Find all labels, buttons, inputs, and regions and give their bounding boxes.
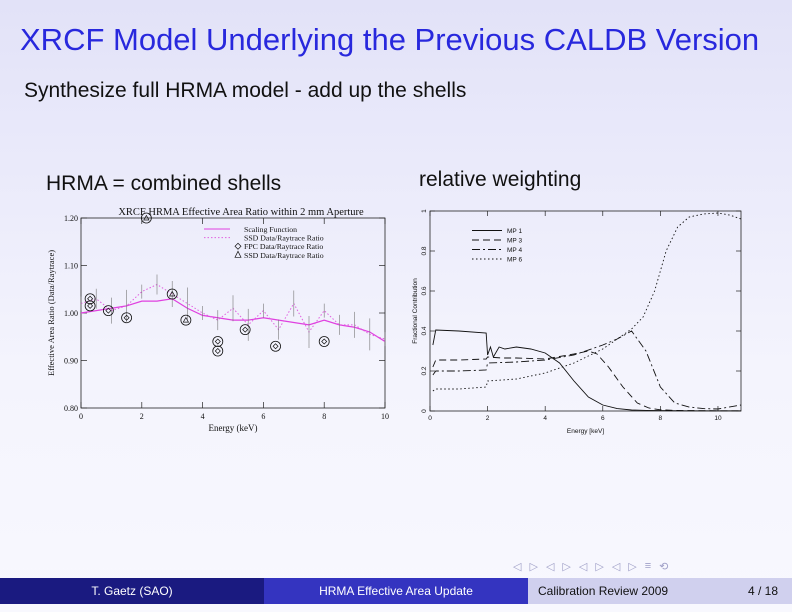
left-panel-heading: HRMA = combined shells	[46, 172, 282, 195]
diamond-marker	[321, 338, 328, 345]
y-tick-label: 0.80	[64, 404, 78, 413]
diamond-marker	[272, 343, 279, 350]
y-axis-label: Fractional Contribution	[412, 278, 419, 344]
fpc-point	[318, 336, 330, 347]
nav-menu-icon[interactable]: ≡	[644, 560, 652, 572]
fpc-point	[270, 340, 281, 352]
legend-label: MP 1	[507, 228, 522, 235]
x-tick-label: 8	[322, 412, 326, 421]
nav-prev-subsection-icon[interactable]: ◁	[611, 561, 621, 573]
x-tick-label: 0	[79, 412, 83, 421]
ssd-point	[166, 288, 178, 300]
series-line	[432, 350, 741, 412]
y-tick-label: 0.4	[421, 326, 428, 335]
y-tick-label: 0.90	[64, 357, 78, 366]
y-tick-label: 0.6	[421, 286, 428, 295]
fpc-point	[212, 336, 224, 347]
diamond-marker	[214, 338, 221, 345]
diamond-marker	[87, 302, 94, 309]
fractional-contribution-plot: 0 2 4 6 8 10 0 0.2 0.4 0.6 0.8 1 Energy [keV] Fractio…	[412, 209, 742, 435]
x-tick-label: 10	[714, 415, 722, 422]
nav-next-subsection-icon[interactable]: ▷	[628, 561, 637, 573]
x-tick-label: 10	[381, 412, 389, 421]
triangle-marker	[169, 290, 176, 297]
ssd-point	[180, 314, 192, 326]
legend-label: SSD Data/Raytrace Ratio	[244, 251, 324, 260]
nav-search-icon[interactable]: ⟲	[659, 561, 669, 573]
diamond-marker	[123, 314, 130, 321]
x-axis-label: Energy [keV]	[567, 428, 604, 435]
series-line	[432, 329, 741, 412]
legend-triangle-icon	[234, 250, 242, 258]
diamond-marker	[242, 326, 249, 333]
nav-prev-section-icon[interactable]: ◁	[578, 561, 588, 573]
legend-diamond-icon	[234, 242, 242, 250]
fpc-point	[239, 324, 251, 336]
x-tick-label: 6	[601, 415, 605, 422]
effective-area-ratio-plot: XRCF HRMA Effective Area Ratio within 2 …	[46, 207, 389, 433]
nav-next-frame-icon[interactable]: ▷	[529, 561, 538, 573]
y-tick-label: 0.8	[421, 246, 428, 255]
nav-next-section-icon[interactable]: ▷	[595, 561, 604, 573]
fpc-point	[121, 312, 132, 324]
x-tick-label: 4	[201, 412, 205, 421]
y-tick-label: 0.2	[421, 366, 428, 375]
x-tick-label: 6	[261, 412, 265, 421]
beamer-navigation: ◁ ▷ ◁ ▷ ◁ ▷ ◁ ▷ ≡ ⟲	[513, 560, 668, 576]
y-tick-label: 0	[421, 409, 428, 413]
legend-label: MP 6	[507, 257, 522, 264]
y-tick-label: 1.00	[64, 309, 78, 318]
fpc-point	[102, 305, 114, 317]
legend-label: Scaling Function	[244, 225, 297, 234]
nav-next-slide-icon[interactable]: ▷	[562, 561, 571, 573]
y-tick-label: 1	[421, 209, 428, 213]
series-line	[432, 330, 742, 410]
x-tick-label: 2	[140, 412, 144, 421]
x-axis-label: Energy (keV)	[208, 423, 257, 433]
nav-prev-frame-icon[interactable]: ◁	[513, 561, 522, 573]
x-tick-label: 2	[486, 415, 490, 422]
chart-title: XRCF HRMA Effective Area Ratio within 2 …	[118, 207, 364, 218]
diamond-marker	[214, 348, 221, 354]
triangle-marker	[182, 316, 190, 323]
footer-author: T. Gaetz (SAO)	[0, 578, 264, 604]
x-tick-label: 8	[659, 415, 663, 422]
diamond-marker	[105, 307, 112, 314]
slide-subtitle: Synthesize full HRMA model - add up the …	[24, 79, 467, 102]
effective-area-ratio-chart: XRCF HRMA Effective Area Ratio within 2 …	[44, 203, 394, 443]
triangle-marker	[143, 214, 150, 221]
y-tick-label: 1.10	[64, 262, 78, 271]
nav-prev-slide-icon[interactable]: ◁	[545, 561, 555, 573]
slide-title: XRCF Model Underlying the Previous CALDB…	[20, 22, 760, 57]
fpc-point	[212, 345, 224, 357]
footer-event: Calibration Review 2009	[538, 584, 669, 598]
ssd-point	[140, 212, 152, 224]
footer-talk-title: HRMA Effective Area Update	[264, 578, 528, 604]
right-panel-heading: relative weighting	[419, 168, 582, 191]
series-line	[432, 212, 742, 392]
x-tick-label: 4	[543, 415, 547, 422]
footer-event-block: Calibration Review 2009 4 / 18	[528, 578, 792, 604]
footer-page-number: 4 / 18	[747, 584, 778, 598]
fpc-point	[84, 300, 96, 312]
fractional-contribution-chart: 0 2 4 6 8 10 0 0.2 0.4 0.6 0.8 1 Energy [keV] Fractio…	[412, 203, 762, 443]
x-tick-label: 0	[428, 415, 432, 422]
legend-label: FPC Data/Raytrace Ratio	[244, 242, 323, 251]
y-axis-label: Effective Area Ratio (Data/Raytrace)	[46, 250, 56, 376]
footer-bar: T. Gaetz (SAO) HRMA Effective Area Updat…	[0, 578, 792, 604]
y-tick-label: 1.20	[64, 214, 78, 223]
legend-label: SSD Data/Raytrace Ratio	[244, 234, 324, 243]
plot-frame	[429, 210, 742, 412]
legend-label: MP 4	[507, 247, 522, 254]
legend-label: MP 3	[507, 238, 522, 245]
